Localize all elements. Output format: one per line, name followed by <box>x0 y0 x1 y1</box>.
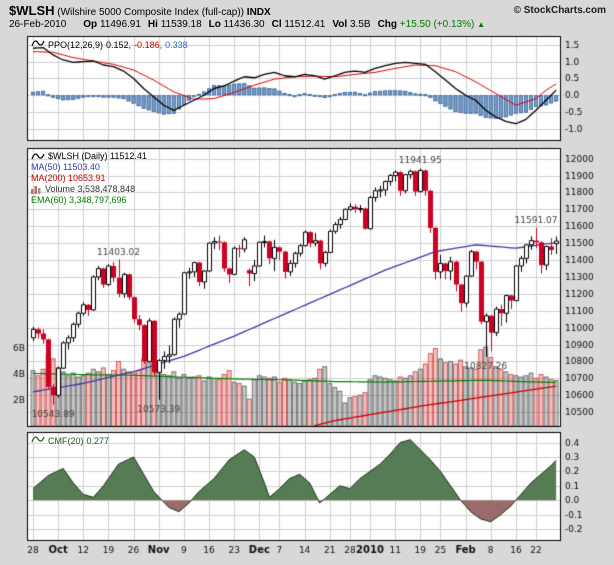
volume-label: Volume 3,538,478,848 <box>45 184 136 194</box>
ma200-legend-row: MA(200) 10653.91 <box>31 173 147 184</box>
ticker-symbol: $WLSH <box>9 3 55 18</box>
ppo-hist-value: -0.186, <box>134 40 163 50</box>
chart-date: 26-Feb-2010 <box>9 19 67 30</box>
quote-volume-label: Vol <box>332 19 348 30</box>
quote-high-value: 11539.18 <box>160 19 202 30</box>
ppo-squiggle-icon <box>31 39 45 48</box>
quote-low-label: Lo <box>208 19 221 30</box>
copyright: © StockCharts.com <box>513 5 606 16</box>
ema60-label: EMA(60) 3,348,797,696 <box>31 195 127 205</box>
ppo-signal-value: 0.338 <box>165 40 188 50</box>
cmf-name: CMF(20) <box>48 436 84 446</box>
quote-change-label: Chg <box>377 19 398 30</box>
quote-high-label: Hi <box>147 19 158 30</box>
ppo-name: PPO(12,26,9) <box>48 40 104 50</box>
cmf-value: 0.277 <box>86 436 110 446</box>
ema60-legend-row: EMA(60) 3,348,797,696 <box>31 195 147 206</box>
ma50-legend-row: MA(50) 11503.40 <box>31 162 147 173</box>
quote-low-value: 11436.30 <box>223 19 265 30</box>
quote-close-label: Cl <box>271 19 282 30</box>
quote-change-value: +15.50 (+0.13%) <box>399 19 475 30</box>
up-arrow-icon: ▲ <box>477 20 485 29</box>
quote-close: Cl 11512.41 <box>272 19 326 30</box>
volume-bars-icon <box>31 185 42 194</box>
cmf-legend: CMF(20) 0.277 <box>31 435 109 447</box>
quote-volume: Vol 3.5B <box>332 19 370 30</box>
quote-open-label: Op <box>83 19 98 30</box>
ma200-label: MA(200) 10653.91 <box>31 173 106 183</box>
quote-low: Lo 11436.30 <box>209 19 265 30</box>
ticker-description: (Wilshire 5000 Composite Index (full-cap… <box>57 7 245 18</box>
header-title-line: $WLSH (Wilshire 5000 Composite Index (fu… <box>9 3 606 18</box>
cmf-squiggle-icon <box>31 435 45 444</box>
ma50-label: MA(50) 11503.40 <box>31 162 100 172</box>
main-legend-title-row: $WLSH (Daily) 11512.41 <box>31 151 147 162</box>
quote-open: Op 11496.91 <box>83 19 141 30</box>
main-legend: $WLSH (Daily) 11512.41 MA(50) 11503.40 M… <box>31 151 147 206</box>
main-chart-title: $WLSH (Daily) 11512.41 <box>48 151 147 161</box>
price-squiggle-icon <box>31 152 45 161</box>
quote-change: Chg +15.50 (+0.13%) ▲ <box>378 19 485 30</box>
ticker-exchange: INDX <box>246 7 271 18</box>
quote-close-value: 11512.41 <box>284 19 326 30</box>
ppo-legend: PPO(12,26,9) 0.152, -0.186, 0.338 <box>31 39 188 51</box>
chart-header: $WLSH (Wilshire 5000 Composite Index (fu… <box>9 3 606 33</box>
quote-volume-value: 3.5B <box>349 19 371 30</box>
ppo-line-value: 0.152, <box>106 40 132 50</box>
quote-open-value: 11496.91 <box>99 19 141 30</box>
volume-legend-row: Volume 3,538,478,848 <box>31 184 147 195</box>
quote-high: Hi 11539.18 <box>148 19 202 30</box>
quote-line: 26-Feb-2010 Op 11496.91 Hi 11539.18 Lo 1143… <box>9 19 485 30</box>
